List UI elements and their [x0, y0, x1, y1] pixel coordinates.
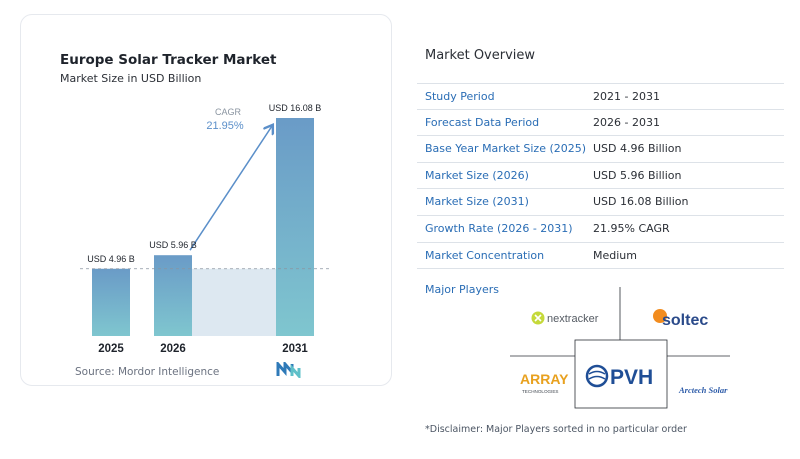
svg-text:PVH: PVH	[610, 366, 653, 389]
row-label: Market Size (2026)	[425, 168, 529, 182]
chart-title: Europe Solar Tracker Market	[60, 52, 277, 68]
data-label-2025: USD 4.96 B	[87, 254, 135, 264]
row-value: USD 4.96 Billion	[593, 142, 682, 156]
row-value: 21.95% CAGR	[593, 221, 670, 235]
x-tick-2025: 2025	[98, 343, 124, 355]
svg-text:ARRAY: ARRAY	[520, 371, 569, 387]
disclaimer-note: *Disclaimer: Major Players sorted in no …	[425, 424, 687, 435]
x-tick-2031: 2031	[282, 343, 308, 355]
pvh-logo: PVH	[585, 364, 653, 389]
bar-chart: CAGR 21.95% USD 4.96 B 2025 USD 5.96 B 2026…	[80, 103, 330, 355]
cagr-arrow	[189, 126, 272, 251]
row-label: Study Period	[425, 90, 495, 103]
cagr-label: CAGR	[215, 107, 242, 117]
row-label: Forecast Data Period	[425, 115, 540, 129]
arctech-solar-logo: Arctech Solar	[678, 385, 728, 395]
x-tick-2026: 2026	[160, 343, 186, 355]
row-value: 2021 - 2031	[593, 90, 660, 103]
svg-text:soltec: soltec	[662, 312, 708, 329]
table-row: Market Size (2031) USD 16.08 Billion	[417, 189, 784, 216]
table-row: Study Period 2021 - 2031	[417, 83, 784, 110]
table-row: Base Year Market Size (2025) USD 4.96 Bi…	[417, 136, 784, 163]
bar-2026	[154, 255, 192, 336]
row-label: Market Concentration	[425, 248, 545, 262]
svg-text:TECHNOLOGIES: TECHNOLOGIES	[522, 389, 559, 394]
major-players-title: Major Players	[425, 283, 499, 296]
mordor-intelligence-logo-icon	[276, 362, 301, 378]
row-label: Growth Rate (2026 - 2031)	[425, 221, 573, 235]
row-label: Base Year Market Size (2025)	[425, 142, 587, 156]
data-label-2026: USD 5.96 B	[149, 240, 197, 250]
cagr-value: 21.95%	[206, 120, 244, 132]
nextracker-logo: nextracker	[531, 311, 599, 325]
table-row: Forecast Data Period 2026 - 2031	[417, 110, 784, 137]
market-overview-table: Study Period 2021 - 2031 Forecast Data P…	[417, 83, 784, 270]
bar-2031	[276, 118, 314, 336]
growth-shade-region	[192, 268, 276, 336]
table-row: Growth Rate (2026 - 2031) 21.95% CAGR	[417, 216, 784, 243]
table-row: Market Concentration Medium	[417, 243, 784, 270]
row-value: 2026 - 2031	[593, 115, 660, 129]
row-value: USD 16.08 Billion	[593, 195, 689, 209]
row-value: USD 5.96 Billion	[593, 168, 682, 182]
table-row: Market Size (2026) USD 5.96 Billion	[417, 163, 784, 190]
row-value: Medium	[593, 248, 637, 262]
svg-text:nextracker: nextracker	[547, 313, 599, 325]
row-label: Market Size (2031)	[425, 195, 529, 209]
chart-subtitle: Market Size in USD Billion	[60, 72, 202, 85]
array-logo: ARRAY TECHNOLOGIES	[520, 371, 569, 394]
svg-text:Arctech Solar: Arctech Solar	[678, 385, 728, 395]
soltec-logo: soltec	[653, 309, 708, 329]
source-note: Source: Mordor Intelligence	[75, 366, 220, 378]
market-overview-title: Market Overview	[425, 48, 536, 63]
data-label-2031: USD 16.08 B	[269, 103, 322, 113]
bar-2025	[92, 268, 130, 336]
major-players-grid: nextracker soltec ARRAY TECHNOLOGIES PVH…	[510, 287, 730, 409]
